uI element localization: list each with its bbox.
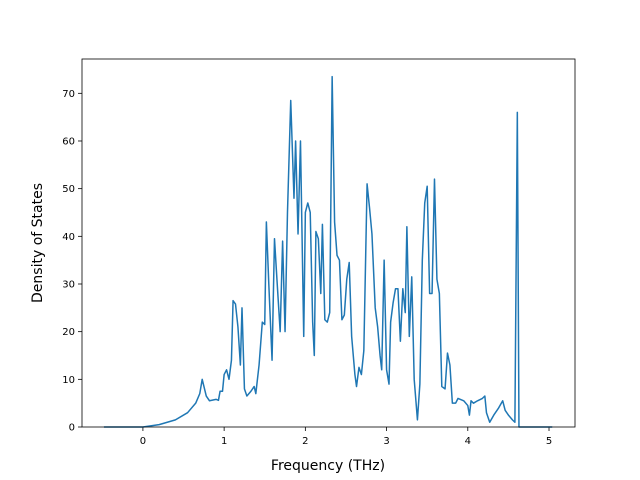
y-tick-label: 70 [62,89,75,100]
x-tick-label: 0 [140,436,146,447]
y-tick-label: 20 [62,327,75,338]
plot-frame [81,58,576,428]
y-tick-label: 10 [62,375,75,386]
x-tick-label: 2 [302,436,308,447]
x-tick-label: 1 [221,436,227,447]
x-axis-label: Frequency (THz) [271,458,385,474]
x-tick-label: 5 [546,436,552,447]
y-tick-label: 0 [69,423,75,434]
y-tick-label: 60 [62,136,75,147]
line [103,75,553,428]
y-axis-label: Density of States [30,183,46,303]
y-tick-label: 40 [62,232,75,243]
x-tick-label: 3 [383,436,389,447]
y-tick-label: 30 [62,279,75,290]
y-tick-label: 50 [62,184,75,195]
x-tick-label: 4 [465,436,471,447]
